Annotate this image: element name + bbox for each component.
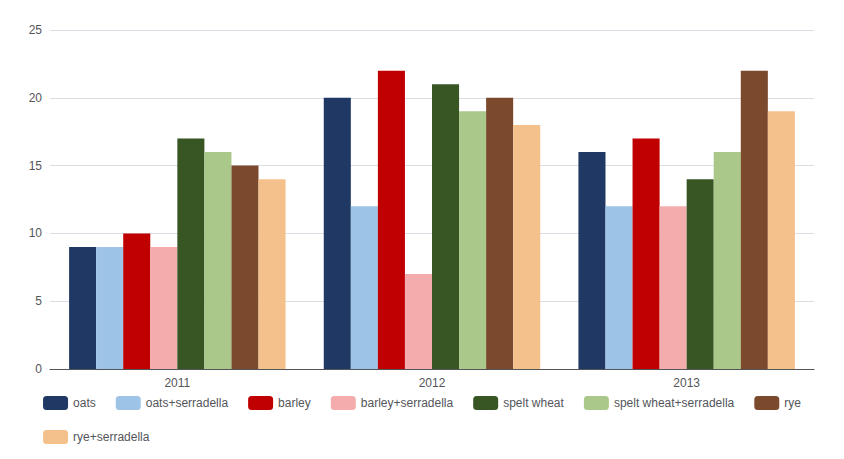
svg-text:oats: oats [73, 396, 96, 410]
svg-text:spelt wheat+serradella: spelt wheat+serradella [614, 396, 735, 410]
svg-text:0: 0 [35, 362, 42, 376]
svg-text:rye: rye [784, 396, 801, 410]
svg-text:barley+serradella: barley+serradella [361, 396, 454, 410]
svg-text:rye+serradella: rye+serradella [73, 430, 150, 444]
svg-text:barley: barley [278, 396, 311, 410]
svg-text:spelt wheat: spelt wheat [503, 396, 564, 410]
svg-text:5: 5 [35, 294, 42, 308]
svg-text:2012: 2012 [419, 376, 446, 390]
svg-text:2011: 2011 [164, 376, 190, 390]
svg-text:25: 25 [29, 23, 43, 37]
svg-text:10: 10 [29, 226, 43, 240]
svg-text:15: 15 [29, 159, 43, 173]
svg-text:oats+serradella: oats+serradella [146, 396, 229, 410]
svg-text:2013: 2013 [673, 376, 700, 390]
svg-text:20: 20 [29, 91, 43, 105]
